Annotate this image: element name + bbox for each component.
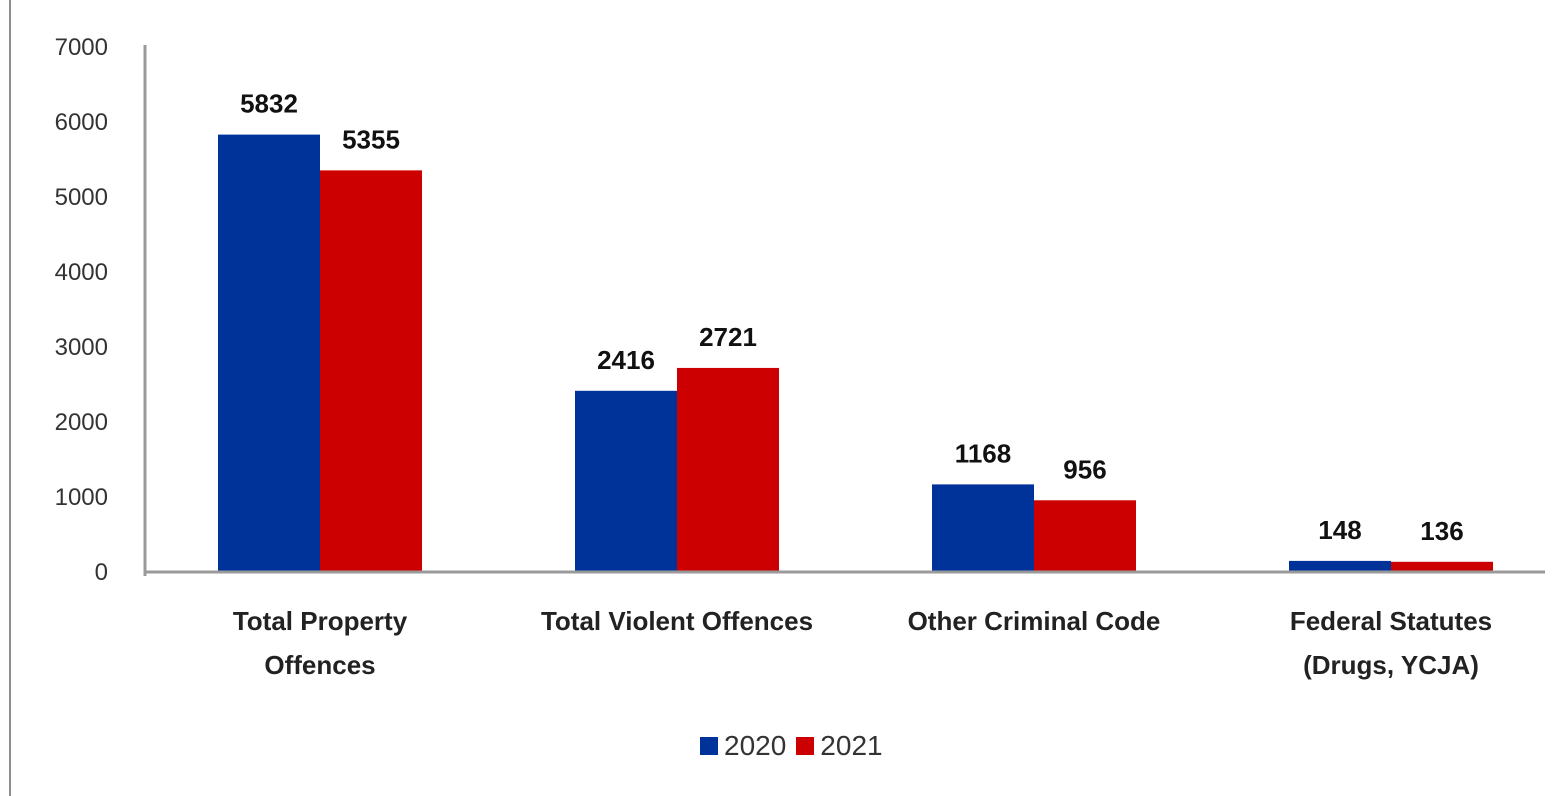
category-label: Other Criminal Code	[908, 606, 1161, 636]
bar-2020-3	[1289, 560, 1391, 572]
bar-2020-2	[932, 484, 1034, 572]
y-tick-label: 1000	[55, 484, 108, 511]
data-label-2021-3: 136	[1420, 516, 1463, 546]
bar-2021-3	[1391, 561, 1493, 572]
legend-item-2021: 2021	[796, 730, 883, 762]
y-tick-label: 0	[95, 559, 108, 586]
data-label-2021-1: 2721	[699, 322, 757, 352]
category-label: Offences	[264, 650, 375, 680]
y-tick-label: 6000	[55, 109, 108, 136]
legend-swatch-2021	[796, 737, 815, 755]
bar-2020-0	[218, 134, 320, 572]
data-label-2020-0: 5832	[240, 89, 298, 119]
category-label: Total Property	[233, 606, 408, 636]
data-label-2021-0: 5355	[342, 124, 400, 154]
data-label-2020-3: 148	[1318, 515, 1361, 545]
legend-swatch-2020	[700, 737, 718, 755]
legend-item-2020: 2020	[700, 730, 786, 762]
y-tick-label: 5000	[55, 184, 108, 211]
bar-2021-1	[677, 367, 779, 572]
y-tick-label: 4000	[55, 259, 108, 286]
left-border-rule	[9, 0, 11, 796]
bar-2020-1	[575, 390, 677, 572]
category-label: Total Violent Offences	[541, 606, 813, 636]
data-label-2020-1: 2416	[597, 345, 655, 375]
legend-label-2020: 2020	[724, 730, 787, 761]
y-tick-label: 3000	[55, 334, 108, 361]
data-label-2020-2: 1168	[955, 438, 1011, 468]
category-label: (Drugs, YCJA)	[1303, 650, 1479, 680]
bar-2021-0	[320, 170, 422, 572]
y-tick-label: 7000	[55, 34, 108, 61]
legend-label-2021: 2021	[820, 730, 883, 761]
bar-2021-2	[1034, 500, 1136, 572]
legend: 2020 2021	[700, 730, 883, 762]
category-label: Federal Statutes	[1290, 606, 1492, 636]
y-tick-label: 2000	[55, 409, 108, 436]
data-label-2021-2: 956	[1063, 454, 1106, 484]
